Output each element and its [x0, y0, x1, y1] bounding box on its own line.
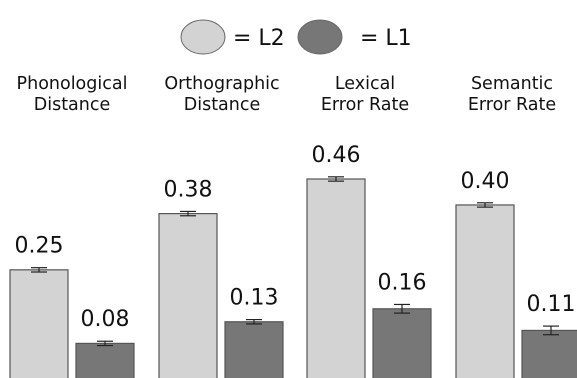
bar-l2-0 — [9, 269, 69, 378]
bar-l1-3 — [521, 329, 577, 378]
error-bar-l2-2 — [328, 176, 344, 182]
error-bar-l1-0 — [97, 340, 113, 347]
error-bar-l1-2 — [394, 303, 410, 314]
category-label-2-line-1: Error Rate — [321, 95, 409, 115]
error-bar-l2-3 — [477, 202, 493, 208]
category-labels: PhonologicalDistanceOrthographicDistance… — [17, 74, 557, 115]
bar-l2-1 — [158, 213, 218, 378]
category-label-3-line-0: Semantic — [471, 74, 553, 94]
legend-swatch-l2 — [180, 19, 226, 55]
legend: = L2 = L1 — [180, 19, 412, 55]
value-label-l1-2: 0.16 — [378, 270, 427, 295]
value-label-l1-3: 0.11 — [527, 292, 576, 317]
error-bar-l2-1 — [180, 210, 196, 217]
value-label-l1-1: 0.13 — [230, 286, 279, 311]
category-label-2-line-0: Lexical — [335, 74, 395, 94]
bar-l2-3 — [455, 204, 515, 378]
legend-swatch-l1 — [297, 19, 343, 55]
error-bar-l1-3 — [543, 325, 559, 336]
value-label-l2-1: 0.38 — [164, 177, 213, 202]
value-label-l2-3: 0.40 — [461, 169, 510, 194]
category-label-3-line-1: Error Rate — [468, 95, 556, 115]
bar-l2-2 — [306, 178, 366, 378]
category-label-0-line-1: Distance — [34, 95, 111, 115]
error-bar-l2-0 — [31, 267, 47, 273]
bars: 0.25 0.38 0.46 0.40 0.08 0.13 0.16 0.11 — [9, 143, 577, 378]
bar-l1-1 — [224, 321, 284, 378]
value-label-l2-2: 0.46 — [312, 143, 361, 168]
category-label-0-line-0: Phonological — [17, 74, 128, 94]
bar-l1-0 — [75, 342, 135, 378]
category-label-1-line-0: Orthographic — [164, 74, 279, 94]
error-bar-l1-1 — [246, 318, 262, 325]
value-label-l2-0: 0.25 — [15, 234, 64, 259]
category-label-1-line-1: Distance — [184, 95, 261, 115]
bar-l1-2 — [372, 308, 432, 378]
value-label-l1-0: 0.08 — [81, 307, 130, 332]
legend-label-l1: = L1 — [360, 26, 412, 51]
legend-label-l2: = L2 — [233, 26, 285, 51]
